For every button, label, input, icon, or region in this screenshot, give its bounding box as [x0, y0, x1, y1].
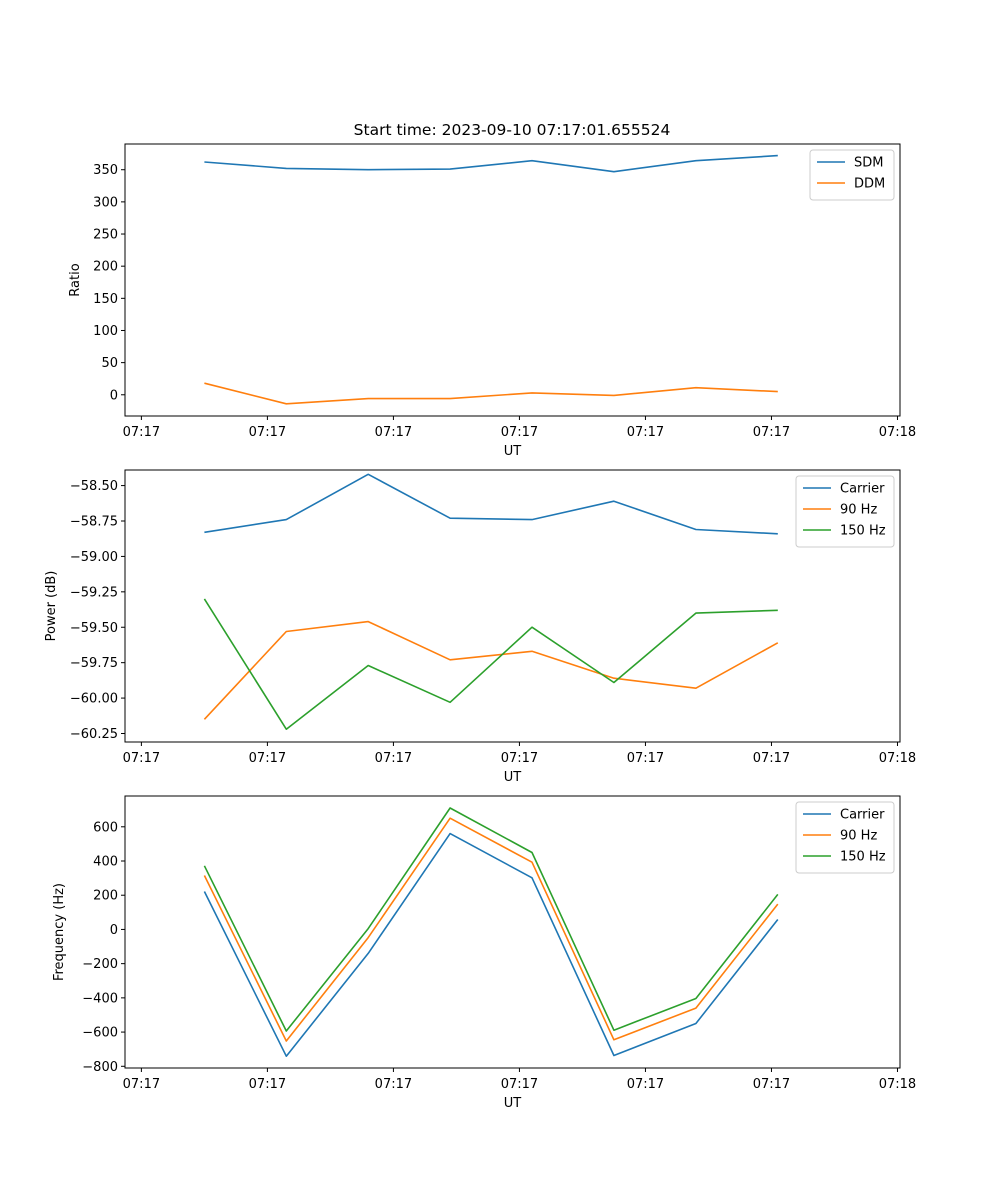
legend-entry: 90 Hz: [840, 829, 877, 844]
x-tick-label: 07:17: [123, 751, 160, 766]
y-tick-label: −60.25: [70, 727, 118, 742]
y-tick-label: 200: [93, 260, 118, 275]
x-tick-label: 07:17: [375, 425, 412, 440]
x-tick-label: 07:17: [501, 1077, 538, 1092]
y-tick-label: 400: [93, 855, 118, 870]
x-axis-label: UT: [504, 444, 522, 459]
legend: Carrier 90 Hz 150 Hz: [795, 801, 895, 874]
x-tick-label: 07:17: [501, 425, 538, 440]
subplot-2: −60.25 −60.00 −59.75 −59.50 −59.25 −59.00 −58.…: [44, 469, 916, 785]
x-tick-label: 07:17: [249, 1077, 286, 1092]
y-tick-label: 0: [110, 923, 118, 938]
y-tick-label: 150: [93, 292, 118, 307]
y-axis-label: Power (dB): [44, 571, 59, 642]
subplot-3: −800 −600 −400 −200 0 200 400 600 07:17 07:17 07:1…: [52, 795, 916, 1111]
y-tick-label: −800: [82, 1060, 118, 1075]
series-line-carrier: [204, 473, 778, 535]
legend: SDM DDM: [809, 149, 895, 201]
series-line-carrier: [203, 832, 779, 1057]
series-line-150-hz: [203, 807, 779, 1032]
series-line-90-hz: [203, 817, 779, 1042]
legend-entry: 150 Hz: [840, 524, 886, 539]
x-tick-label: 07:17: [627, 1077, 664, 1092]
y-tick-label: 300: [93, 195, 118, 210]
y-tick-label: 200: [93, 889, 118, 904]
x-tick-label: 07:18: [879, 1077, 916, 1092]
y-axis-label: Frequency (Hz): [52, 883, 67, 981]
axes-frame: [124, 143, 901, 417]
y-tick-label: −59.75: [70, 656, 118, 671]
legend-entry: Carrier: [840, 482, 885, 497]
x-tick-label: 07:17: [249, 751, 286, 766]
y-tick-label: −59.25: [70, 585, 118, 600]
x-tick-label: 07:17: [249, 425, 286, 440]
y-tick-label: 350: [93, 163, 118, 178]
legend: Carrier 90 Hz 150 Hz: [795, 475, 895, 548]
legend-entry: 150 Hz: [840, 850, 886, 865]
y-tick-label: −58.75: [70, 515, 118, 530]
x-tick-label: 07:17: [123, 425, 160, 440]
y-tick-label: −200: [82, 957, 118, 972]
x-tick-label: 07:17: [627, 425, 664, 440]
legend-entry: DDM: [854, 177, 885, 192]
x-axis-label: UT: [504, 770, 522, 785]
x-axis-label: UT: [504, 1096, 522, 1111]
x-tick-label: 07:17: [501, 751, 538, 766]
x-tick-label: 07:17: [753, 425, 790, 440]
y-tick-label: 100: [93, 324, 118, 339]
y-tick-label: 0: [110, 388, 118, 403]
y-tick-label: 600: [93, 820, 118, 835]
y-tick-label: −58.50: [70, 479, 118, 494]
x-tick-label: 07:18: [879, 751, 916, 766]
y-tick-label: −600: [82, 1026, 118, 1041]
axes-frame: [124, 795, 901, 1069]
y-tick-label: 50: [101, 356, 118, 371]
x-tick-label: 07:17: [123, 1077, 160, 1092]
series-line-90-hz: [203, 620, 779, 720]
y-tick-label: −59.00: [70, 550, 118, 565]
y-tick-label: −60.00: [70, 692, 118, 707]
y-axis-label: Ratio: [68, 263, 83, 296]
axes-frame: [124, 469, 901, 743]
figure-title: Start time: 2023-09-10 07:17:01.655524: [354, 121, 671, 139]
y-tick-label: −59.50: [70, 621, 118, 636]
x-tick-label: 07:17: [753, 1077, 790, 1092]
subplot-1: 0 50 100 150 200 250 300 350 07:17 07:17 07:17 07:1…: [68, 143, 916, 459]
legend-entry: Carrier: [840, 808, 885, 823]
series-line-ddm: [204, 382, 778, 405]
x-tick-label: 07:18: [879, 425, 916, 440]
legend-entry: 90 Hz: [840, 503, 877, 518]
x-tick-label: 07:17: [375, 1077, 412, 1092]
x-tick-label: 07:17: [375, 751, 412, 766]
x-tick-label: 07:17: [753, 751, 790, 766]
legend-entry: SDM: [854, 156, 883, 171]
series-line-150-hz: [203, 598, 778, 731]
series-line-sdm: [204, 154, 778, 173]
y-tick-label: 250: [93, 228, 118, 243]
subplots: 0 50 100 150 200 250 300 350 07:17 07:17 07:17 07:1…: [44, 143, 916, 1111]
y-tick-label: −400: [82, 991, 118, 1006]
x-tick-label: 07:17: [627, 751, 664, 766]
